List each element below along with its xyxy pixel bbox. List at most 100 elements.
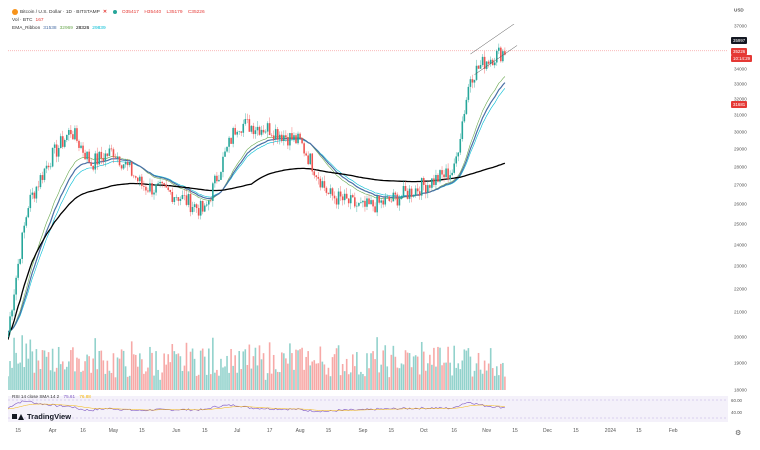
candle-body <box>459 138 462 153</box>
currency-label[interactable]: USD <box>734 7 744 13</box>
volume-bar <box>59 364 62 390</box>
volume-bar <box>392 345 395 390</box>
volume-bar <box>159 379 161 390</box>
candle-body <box>163 183 165 185</box>
close-icon[interactable]: ✕ <box>102 9 107 15</box>
volume-bar <box>495 366 498 390</box>
volume-bar <box>431 364 433 390</box>
volume-bar <box>418 374 421 390</box>
candle-body <box>439 170 441 182</box>
volume-bar <box>110 372 113 390</box>
settings-gear-icon[interactable]: ⚙ <box>735 430 742 437</box>
volume-bar <box>17 363 19 390</box>
candle-body <box>175 197 178 198</box>
volume-label[interactable]: Vol · BTC <box>12 17 33 23</box>
price-tick: 32000 <box>734 96 747 102</box>
channel-lower-line[interactable] <box>474 45 518 75</box>
time-axis[interactable]: 15 Apr 16 May 15 Jun 15 Jul 17 Aug 15 Sep 15 Oct 16 Nov… <box>8 426 728 440</box>
candle-body <box>165 184 167 188</box>
volume-bar <box>313 360 316 390</box>
symbol-row[interactable]: Bitcoin / U.S. Dollar · 1D · BITSTAMP ✕ … <box>12 8 702 16</box>
candle-body <box>276 129 279 140</box>
candle-body <box>477 65 480 69</box>
volume-bar <box>335 348 338 390</box>
ema-label[interactable]: EMA_Ribbon <box>12 25 41 31</box>
candle-body <box>159 181 161 184</box>
rsi-label[interactable]: RSI 14 close SMA 14 2 <box>12 394 60 399</box>
volume-bar <box>254 347 257 390</box>
candle-body <box>33 192 36 199</box>
volume-bar <box>100 350 103 390</box>
candle-body <box>325 187 328 193</box>
ema-value-2: 32969 <box>59 25 73 31</box>
candle-body <box>15 277 17 295</box>
candle-body <box>197 208 200 216</box>
volume-bar <box>118 358 121 390</box>
price-tick: 19000 <box>734 360 747 366</box>
candle-body <box>384 197 387 205</box>
time-label: Feb <box>668 428 678 434</box>
candle-body <box>51 147 54 167</box>
candle-body <box>94 153 97 170</box>
volume-bar <box>130 341 133 390</box>
tradingview-logo[interactable]: TradingView <box>12 412 71 421</box>
candle-body <box>210 200 212 202</box>
time-label: Dec <box>543 428 552 434</box>
candle-body <box>317 177 320 179</box>
candle-body <box>92 165 94 170</box>
candle-body <box>84 152 86 160</box>
rsi-axis[interactable]: 60.00 40.00 <box>731 396 742 420</box>
volume-row[interactable]: Vol · BTC 167 <box>12 16 702 24</box>
price-chart[interactable] <box>8 24 728 392</box>
volume-bar <box>461 360 464 390</box>
candle-body <box>151 183 153 195</box>
volume-bar <box>19 362 21 390</box>
high-value: H35440 <box>144 9 162 15</box>
candle-body <box>502 51 504 62</box>
candle-body <box>404 186 407 191</box>
candle-body <box>240 131 243 133</box>
candle-body <box>155 184 157 193</box>
candle-body <box>431 178 433 188</box>
candle-body <box>335 198 338 205</box>
candle-body <box>433 178 435 185</box>
volume-bar <box>349 372 352 390</box>
candle-body <box>368 198 370 205</box>
volume-bar <box>189 351 192 390</box>
volume-bar <box>41 350 44 390</box>
candle-body <box>392 192 395 202</box>
candle-body <box>465 99 468 114</box>
volume-bar <box>291 353 293 390</box>
volume-bars <box>8 335 506 390</box>
candle-body <box>232 128 234 144</box>
volume-bar <box>185 342 188 390</box>
channel-upper-line[interactable] <box>470 24 515 55</box>
candle-body <box>487 61 490 64</box>
volume-bar <box>167 354 170 390</box>
candle-body <box>212 183 214 201</box>
volume-bar <box>396 367 399 390</box>
volume-bar <box>157 369 159 390</box>
volume-bar <box>489 348 492 390</box>
candle-body <box>108 148 111 156</box>
candle-body <box>72 134 74 140</box>
rsi-legend[interactable]: RSI 14 close SMA 14 2 75.61 76.88 <box>12 394 91 399</box>
candle-body <box>31 192 34 195</box>
candle-body <box>333 195 336 199</box>
price-axis[interactable]: USD 370003600035000340003300032000310003… <box>728 6 760 446</box>
rsi-pane[interactable] <box>8 392 728 424</box>
candle-body <box>258 126 261 135</box>
volume-bar <box>394 356 397 390</box>
volume-bar <box>137 366 139 390</box>
symbol-title[interactable]: Bitcoin / U.S. Dollar · 1D · BITSTAMP <box>20 9 100 15</box>
volume-bar <box>197 374 200 390</box>
candle-body <box>479 64 482 69</box>
volume-bar <box>281 352 283 390</box>
candle-body <box>420 178 423 196</box>
candle-body <box>90 162 92 166</box>
volume-bar <box>49 370 52 390</box>
volume-bar <box>35 349 38 390</box>
volume-bar <box>321 361 324 390</box>
ema-row[interactable]: EMA_Ribbon 31538 32969 28326 29839 <box>12 24 702 32</box>
volume-bar <box>242 351 245 390</box>
